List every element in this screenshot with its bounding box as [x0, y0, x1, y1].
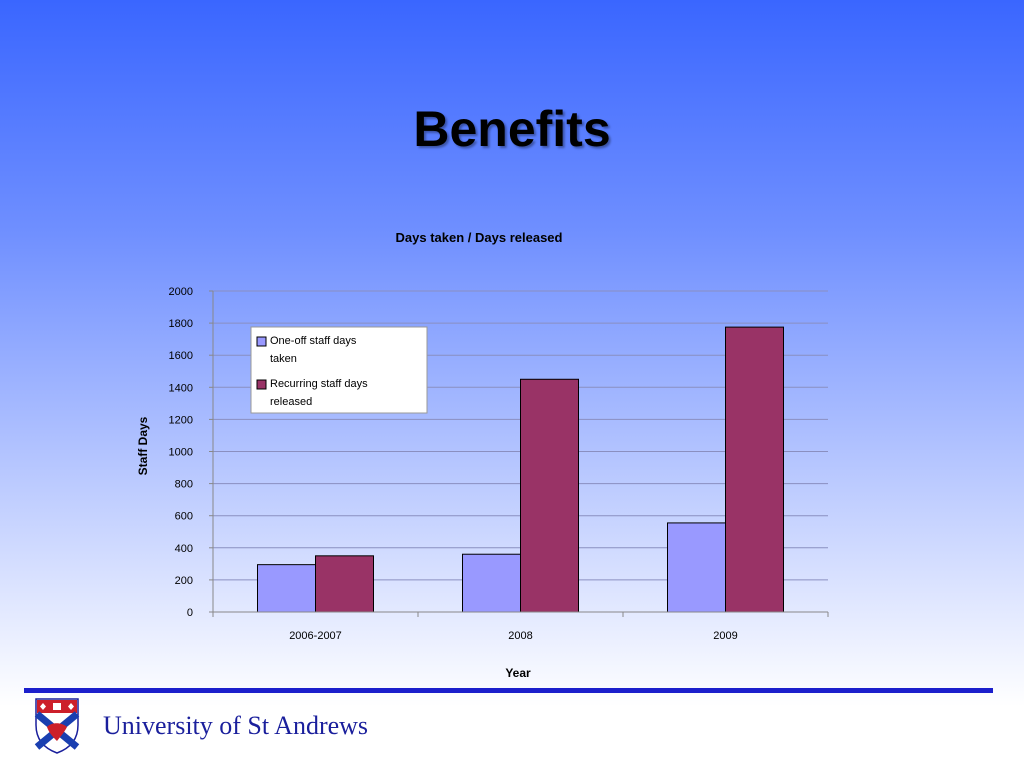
x-tick-label: 2009	[713, 630, 737, 642]
y-tick-label: 800	[175, 479, 193, 491]
x-axis-label: Year	[505, 666, 531, 680]
y-tick-label: 2000	[169, 286, 193, 298]
y-tick-label: 1600	[169, 350, 193, 362]
bar-one-off-2009	[667, 522, 726, 613]
y-tick-label: 1400	[169, 382, 193, 394]
y-tick-label: 1800	[169, 318, 193, 330]
y-tick-label: 400	[175, 543, 193, 555]
x-tick-label: 2006-2007	[289, 630, 342, 642]
legend-label: Recurring staff days released	[270, 378, 368, 408]
university-crest-icon	[34, 698, 80, 754]
x-tick-label: 2008	[508, 630, 532, 642]
y-tick-label: 1200	[169, 414, 193, 426]
legend-label: One-off staff days taken	[270, 335, 357, 365]
bar-one-off-2006-2007	[257, 564, 316, 613]
chart-title: Days taken / Days released	[396, 230, 563, 245]
bar-one-off-2008	[462, 553, 521, 613]
bar-recurring-2006-2007	[315, 555, 374, 613]
bars	[257, 326, 784, 613]
legend-box	[250, 326, 428, 414]
bar-recurring-2009	[725, 326, 784, 613]
legend-swatch	[256, 379, 267, 390]
y-tick-label: 600	[175, 511, 193, 523]
y-tick-label: 200	[175, 575, 193, 587]
y-tick-label: 0	[187, 607, 193, 619]
bar-recurring-2008	[520, 378, 579, 613]
university-name: University of St Andrews	[103, 711, 369, 740]
legend: One-off staff days taken Recurring staff d…	[250, 326, 428, 414]
legend-swatch	[256, 336, 267, 347]
slide-title: Benefits	[413, 101, 611, 157]
y-tick-label: 1000	[169, 447, 193, 459]
y-axis-ticks: 0 200 400 600 800 1000 1200 1400 1600 1800 2000	[169, 286, 213, 619]
footer-divider	[24, 688, 993, 693]
y-axis-label: Staff Days	[136, 416, 150, 475]
x-axis: 2006-2007 2008 2009	[212, 291, 829, 642]
